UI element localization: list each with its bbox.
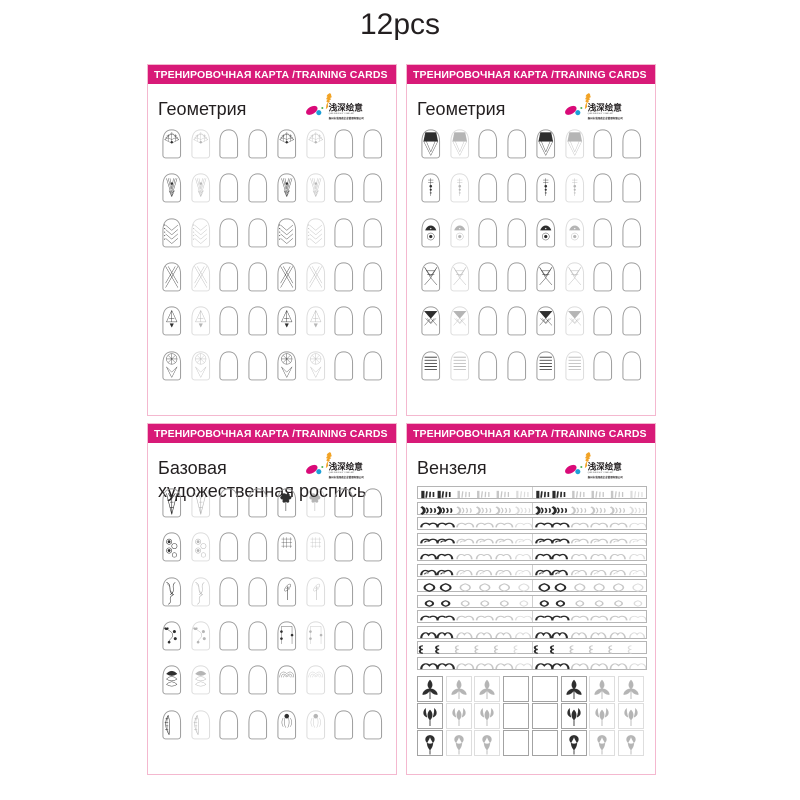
svg-text:振州市浅深庖企业管理有限公司: 振州市浅深庖企业管理有限公司	[588, 475, 624, 479]
svg-text:振州市浅深庖企业管理有限公司: 振州市浅深庖企业管理有限公司	[329, 475, 365, 479]
svg-text:浅深绘意: 浅深绘意	[329, 101, 364, 112]
svg-text:振州市浅深庖企业管理有限公司: 振州市浅深庖企业管理有限公司	[329, 116, 365, 120]
svg-text:QIAN SHEN HUI YI NAIL ART: QIAN SHEN HUI YI NAIL ART	[329, 471, 356, 474]
svg-text:振州市浅深庖企业管理有限公司: 振州市浅深庖企业管理有限公司	[588, 116, 624, 120]
svg-text:QIAN SHEN HUI YI NAIL ART: QIAN SHEN HUI YI NAIL ART	[588, 112, 615, 115]
svg-text:QIAN SHEN HUI YI NAIL ART: QIAN SHEN HUI YI NAIL ART	[588, 471, 615, 474]
svg-text:浅深绘意: 浅深绘意	[588, 460, 623, 471]
svg-text:浅深绘意: 浅深绘意	[588, 101, 623, 112]
svg-text:浅深绘意: 浅深绘意	[329, 460, 364, 471]
svg-text:QIAN SHEN HUI YI NAIL ART: QIAN SHEN HUI YI NAIL ART	[329, 112, 356, 115]
